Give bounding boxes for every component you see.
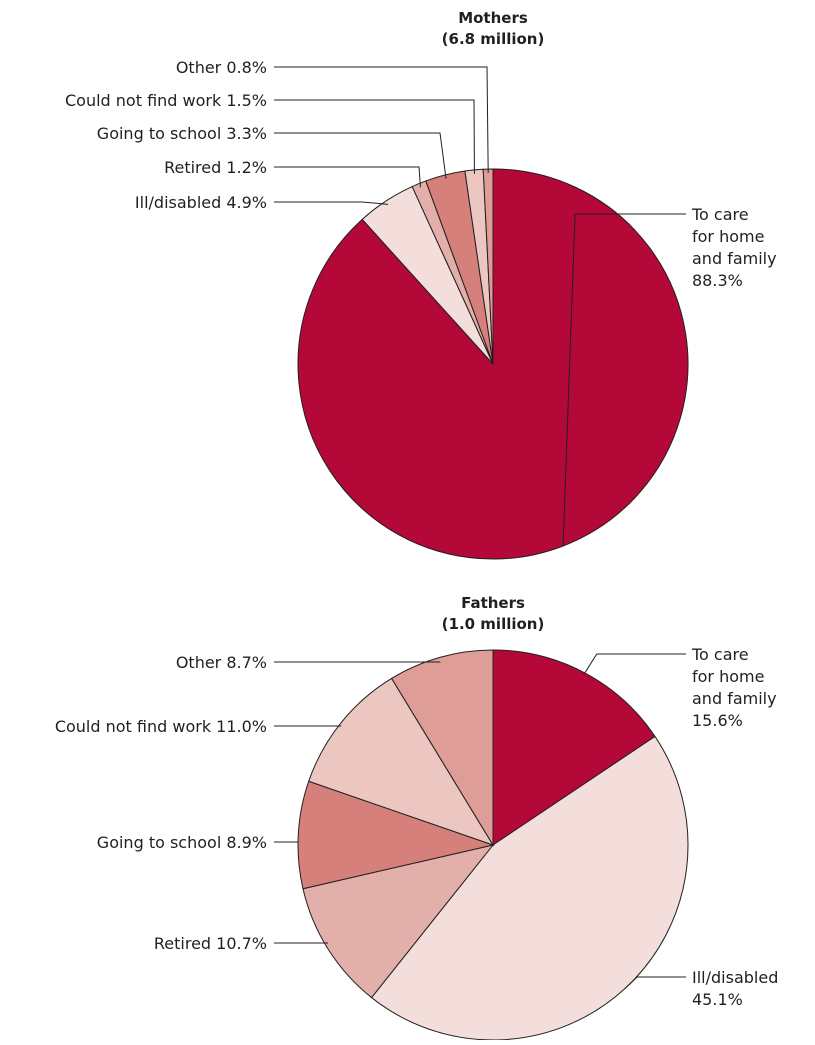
fathers-slice-going-to-school bbox=[297, 780, 495, 890]
fathers-pie: To care for home and family 15.6% Ill/disabl… bbox=[55, 645, 778, 1041]
mothers-pie: To care for home and family 88.3% Ill/disabl… bbox=[65, 58, 777, 560]
mothers-chart: Mothers (6.8 million) To care for home and… bbox=[65, 9, 777, 560]
fathers-label-could-not-find-work: Could not find work 11.0% bbox=[55, 717, 267, 736]
mothers-leader-going-to-school bbox=[274, 132, 447, 179]
mothers-label-ill-disabled: Ill/disabled 4.9% bbox=[135, 193, 267, 212]
mothers-label-could-not-find-work: Could not find work 1.5% bbox=[65, 91, 267, 110]
fathers-title: Fathers bbox=[461, 594, 525, 612]
fathers-slice-to-care-for-home-and-family bbox=[492, 649, 656, 846]
fathers-slice-could-not-find-work bbox=[308, 677, 495, 846]
fathers-label-retired: Retired 10.7% bbox=[154, 934, 267, 953]
mothers-title: Mothers bbox=[458, 9, 528, 27]
fathers-slice-other bbox=[390, 649, 494, 847]
mothers-label-to-care-for-home-and-family: To care for home and family 88.3% bbox=[691, 205, 777, 290]
fathers-label-other: Other 8.7% bbox=[176, 653, 267, 672]
mothers-leader-ill-disabled bbox=[274, 201, 389, 205]
fathers-label-going-to-school: Going to school 8.9% bbox=[97, 833, 267, 852]
fathers-chart: Fathers (1.0 million) To care for home and… bbox=[55, 594, 778, 1041]
fathers-label-to-care-for-home-and-family: To care for home and family 15.6% bbox=[691, 645, 777, 730]
fathers-subtitle: (1.0 million) bbox=[442, 615, 545, 633]
mothers-leader-to-care-for-home-and-family bbox=[562, 213, 686, 546]
fathers-label-ill-disabled: Ill/disabled 45.1% bbox=[692, 968, 778, 1009]
mothers-leader-retired bbox=[274, 166, 421, 188]
mothers-label-going-to-school: Going to school 3.3% bbox=[97, 124, 267, 143]
mothers-leader-other bbox=[274, 66, 489, 174]
mothers-leader-could-not-find-work bbox=[274, 99, 475, 174]
mothers-subtitle: (6.8 million) bbox=[442, 30, 545, 48]
fathers-leader-ill-disabled bbox=[624, 976, 686, 989]
mothers-label-retired: Retired 1.2% bbox=[164, 158, 267, 177]
fathers-slice-retired bbox=[302, 844, 495, 999]
mothers-label-other: Other 0.8% bbox=[176, 58, 267, 77]
fathers-slice-ill-disabled bbox=[370, 735, 689, 1041]
fathers-leader-to-care-for-home-and-family bbox=[584, 653, 686, 674]
